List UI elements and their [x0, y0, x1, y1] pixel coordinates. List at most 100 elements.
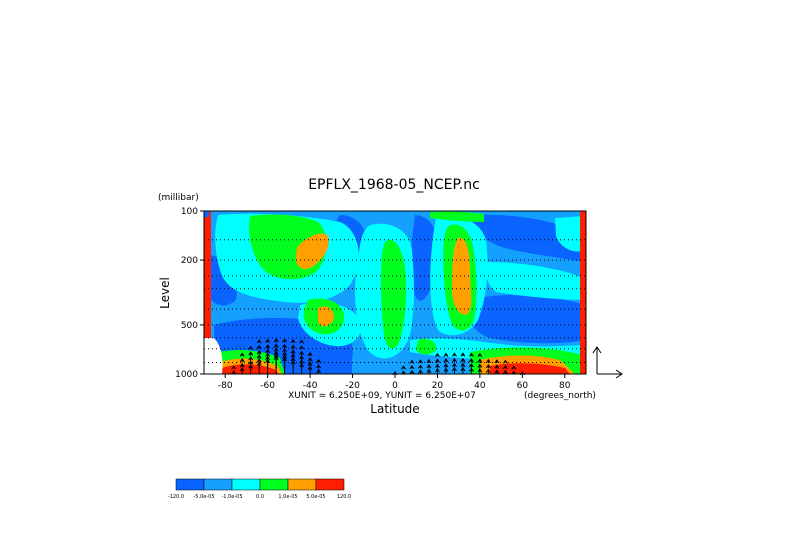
contour-field [204, 211, 586, 374]
region-green-small [416, 338, 437, 355]
x-axis: -80 -60 -40 -20 0 20 40 60 80 [218, 374, 571, 391]
ep-vector-head [265, 348, 271, 353]
region-red-nh-surface [490, 363, 570, 374]
ep-vector-head [443, 352, 449, 357]
ep-vector-head [299, 350, 305, 355]
region-cyan-nh-mid [486, 262, 586, 300]
ep-vector-head [485, 368, 491, 373]
ep-vector-head [239, 357, 245, 363]
region-missing [204, 338, 223, 374]
y-tick-label: 100 [181, 207, 198, 217]
ep-vector-head [443, 363, 449, 368]
colorbar-label: 120.0 [337, 494, 351, 500]
region-red-north-edge [580, 211, 586, 374]
ep-vector-head [468, 367, 474, 372]
ep-vector-head [511, 370, 517, 375]
ep-vector-head [409, 369, 415, 375]
x-units-label: (degrees_north) [524, 391, 596, 401]
y-tick-label: 500 [181, 321, 198, 331]
ep-vector-head [282, 348, 288, 353]
ep-vector-head [248, 351, 254, 356]
region-green-top [430, 211, 484, 222]
y-axis-title: Level [158, 277, 172, 309]
ep-vector-head [239, 352, 245, 357]
region-red-sh-surface [222, 364, 278, 374]
region-green-equator [380, 239, 407, 349]
ep-vector-head [494, 364, 500, 369]
ep-vector-head [316, 358, 322, 364]
reference-vector [592, 346, 623, 379]
ep-vector-head [435, 368, 440, 373]
ep-vector-head [307, 357, 313, 362]
ep-vector-head [307, 351, 313, 357]
colorbar-label: 0.0 [256, 494, 264, 500]
ep-vector-head [468, 358, 474, 363]
colorbar-swatch [287, 478, 317, 491]
ep-vector-head [435, 358, 440, 363]
ep-vector-head [256, 350, 262, 355]
x-tick-label: -60 [260, 381, 275, 391]
ep-vector-head [248, 356, 254, 361]
ep-vector-head [426, 368, 432, 373]
ep-vector-head [477, 363, 483, 368]
ep-vector-head [460, 362, 466, 367]
y-tick-label: 200 [181, 256, 198, 266]
colorbar-label: -120.0 [168, 494, 184, 500]
ep-vector-head [477, 352, 483, 358]
x-tick-label: 20 [432, 381, 444, 391]
colorbar: -120.0 -5.0e-05 -1.0e-05 0.0 1.0e-05 5.0e-05 1… [168, 478, 351, 500]
ep-vector-head [426, 358, 432, 364]
x-tick-label: 40 [474, 381, 486, 391]
ep-vector-head [435, 363, 440, 368]
region-deep-blue-nh [466, 294, 586, 344]
colorbar-label: -1.0e-05 [222, 494, 243, 500]
y-tick-label: 1000 [175, 370, 198, 380]
ep-vector-head [443, 367, 449, 372]
ep-vector-head [256, 344, 262, 350]
ep-vector-head [511, 365, 517, 370]
ep-vector-head [316, 368, 322, 373]
ep-vector-head [290, 344, 296, 349]
colorbar-label: 5.0e-05 [306, 494, 325, 500]
ep-flux-vectors [231, 338, 525, 376]
ep-vector-head [418, 359, 423, 364]
ep-vector-head [256, 339, 262, 344]
colorbar-swatch [175, 478, 205, 491]
ep-vector-head [502, 359, 508, 364]
ep-vector-head [426, 364, 432, 369]
ep-vector-head [282, 338, 288, 343]
ep-vector-head [418, 369, 423, 374]
ep-vector-head [273, 343, 279, 348]
region-orange-nh-subtrop [452, 237, 472, 315]
ep-vector-head [452, 357, 457, 363]
ep-vector-head [468, 352, 474, 357]
colorbar-swatch [315, 478, 345, 491]
ep-vector-head [485, 358, 491, 364]
ep-vector-head [265, 344, 271, 349]
ep-vector-head [290, 338, 296, 344]
ep-vector-head [299, 339, 305, 344]
ep-vector-head [443, 358, 449, 363]
x-tick-label: 0 [392, 381, 398, 391]
ep-vector-head [477, 358, 483, 363]
ep-vector-head [435, 352, 440, 358]
ep-vector-head [494, 369, 500, 374]
ep-vector-head [282, 343, 288, 349]
ep-vector-head [265, 338, 271, 343]
ep-vector-head [502, 369, 508, 375]
x-tick-label: -40 [303, 381, 318, 391]
x-axis-title: Latitude [370, 402, 419, 416]
ep-vector-head [273, 338, 279, 343]
ep-vector-head [231, 370, 237, 375]
ep-vector-head [452, 352, 457, 357]
ep-vector-head [290, 349, 296, 354]
ep-vector-head [401, 365, 406, 370]
ep-vector-head [452, 362, 457, 367]
region-cyan-nh-pole [555, 216, 586, 252]
ep-vector-head [409, 359, 415, 364]
ep-vector-head [418, 364, 423, 369]
ep-vector-head [460, 357, 466, 363]
ep-vector-head [468, 363, 474, 368]
ep-vector-head [502, 364, 508, 370]
